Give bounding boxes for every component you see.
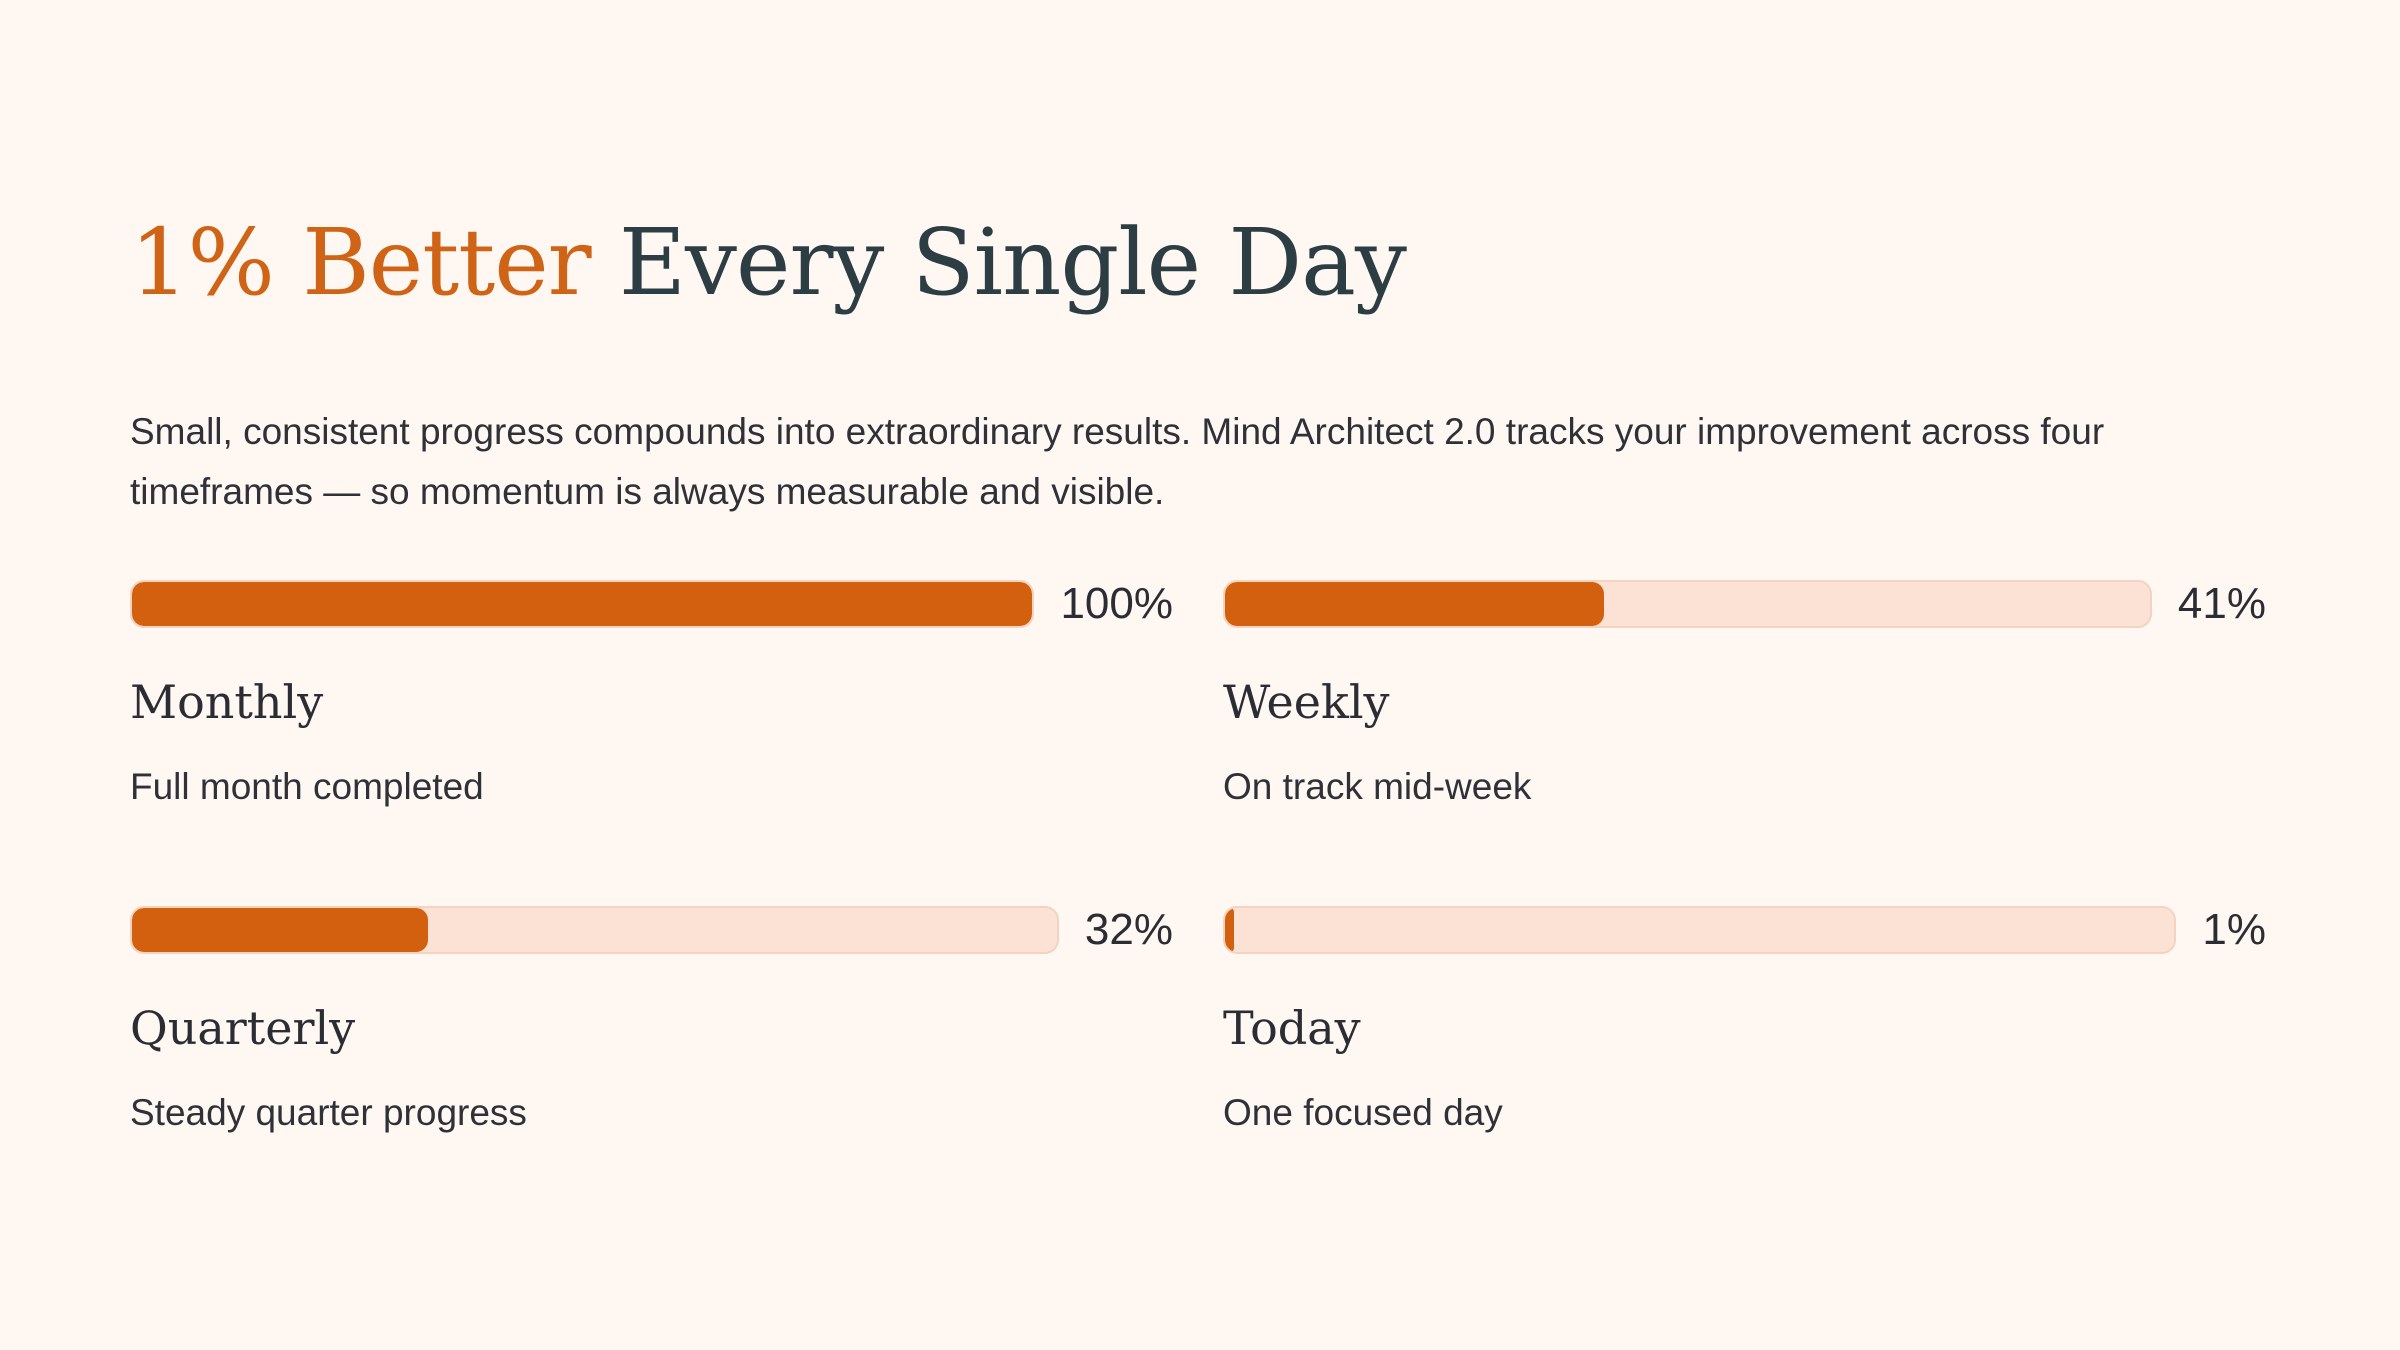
metric-description: Full month completed: [130, 766, 484, 807]
title-accent: 1% Better: [130, 209, 592, 316]
metric-weekly: 41% Weekly On track mid-week: [1223, 580, 2266, 840]
metric-label: Quarterly: [130, 1001, 356, 1055]
metric-today: 1% Today One focused day: [1223, 906, 2266, 1166]
metric-description: On track mid-week: [1223, 766, 1532, 807]
metric-label: Weekly: [1223, 675, 1390, 729]
progress-row: 32%: [130, 906, 1173, 954]
metric-description: Steady quarter progress: [130, 1092, 527, 1133]
progress-track: [1223, 580, 2152, 628]
progress-fill: [132, 908, 428, 952]
progress-row: 100%: [130, 580, 1173, 628]
page-title: 1% Better Every Single Day: [130, 208, 1407, 318]
progress-row: 41%: [1223, 580, 2266, 628]
progress-fill: [132, 582, 1032, 626]
title-rest: Every Single Day: [618, 209, 1407, 316]
metric-label: Monthly: [130, 675, 324, 729]
metric-monthly: 100% Monthly Full month completed: [130, 580, 1173, 840]
progress-track: [130, 906, 1059, 954]
slide: 1% Better Every Single Day Small, consis…: [130, 0, 2270, 1350]
progress-percent: 1%: [2202, 905, 2266, 954]
metric-label: Today: [1223, 1001, 1361, 1055]
progress-track: [130, 580, 1034, 628]
progress-percent: 100%: [1060, 579, 1173, 628]
progress-percent: 32%: [1084, 905, 1173, 954]
progress-fill: [1225, 582, 1605, 626]
progress-fill: [1225, 908, 1235, 952]
progress-percent: 41%: [2177, 579, 2266, 628]
intro-paragraph: Small, consistent progress compounds int…: [130, 411, 2105, 512]
metric-description: One focused day: [1223, 1092, 1503, 1133]
metric-quarterly: 32% Quarterly Steady quarter progress: [130, 906, 1173, 1166]
progress-track: [1223, 906, 2176, 954]
progress-row: 1%: [1223, 906, 2266, 954]
